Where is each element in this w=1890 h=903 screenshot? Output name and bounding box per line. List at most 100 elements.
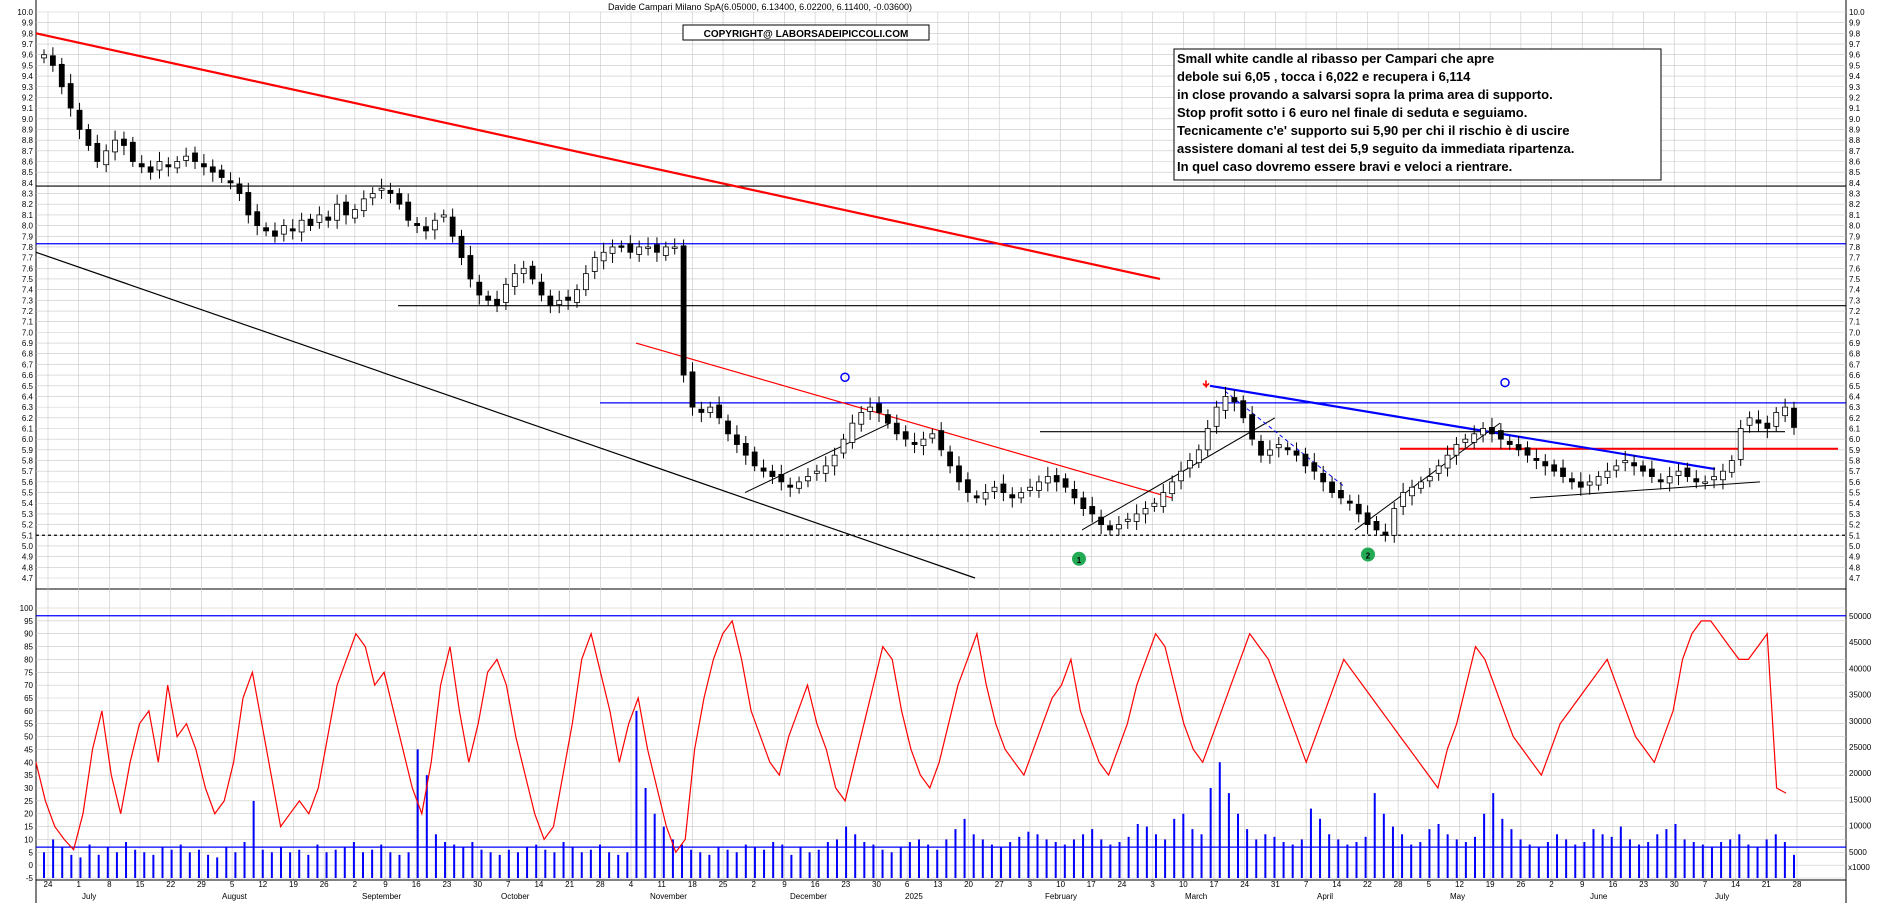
y-tick-label-left: 7.2 <box>22 307 34 316</box>
x-tick-label: 1 <box>76 880 81 889</box>
candle-body <box>49 55 56 66</box>
candle-body <box>876 403 882 413</box>
y-tick-label-left: 6.1 <box>22 424 34 433</box>
candle-body <box>360 198 367 212</box>
candle-body <box>458 235 465 259</box>
candle-body <box>1151 502 1158 507</box>
candle-body <box>813 470 820 474</box>
y-tick-label-left: 5.0 <box>22 542 34 551</box>
x-tick-label: 30 <box>872 880 881 889</box>
y-tick-label-left: 7.6 <box>22 264 34 273</box>
candle-body <box>1702 481 1709 484</box>
candle-body <box>165 164 172 168</box>
y-tick-label-right: 9.5 <box>1849 61 1861 70</box>
candle-body <box>565 296 572 301</box>
candle-body <box>1551 464 1558 472</box>
x-tick-label: 7 <box>506 880 511 889</box>
y-tick-label-left: 6.7 <box>22 360 34 369</box>
x-tick-label: 30 <box>473 880 482 889</box>
left-tick-label: 5 <box>29 848 34 857</box>
y-tick-label-left: 8.9 <box>22 125 34 134</box>
y-tick-label-right: 5.6 <box>1849 478 1861 487</box>
y-tick-label-right: 6.9 <box>1849 339 1861 348</box>
candle-body <box>1657 479 1664 483</box>
candle-body <box>920 438 927 446</box>
y-tick-label-left: 8.2 <box>22 200 34 209</box>
y-tick-label-left: 8.8 <box>22 136 34 145</box>
candle-body <box>689 371 696 408</box>
y-tick-label-left: 5.3 <box>22 510 34 519</box>
x-tick-label: 6 <box>905 880 910 889</box>
x-month-label: May <box>1450 892 1465 901</box>
candle-body <box>1107 525 1113 531</box>
y-tick-label-left: 8.4 <box>22 179 34 188</box>
candle-body <box>911 441 918 445</box>
candle-body <box>556 299 563 306</box>
candle-body <box>1204 428 1211 451</box>
y-tick-label-left: 5.2 <box>22 521 34 530</box>
candle-body <box>858 412 865 425</box>
candle-body <box>343 201 349 216</box>
candle-body <box>769 470 776 477</box>
y-tick-label-left: 6.5 <box>22 382 34 391</box>
candle-body <box>964 479 971 493</box>
y-tick-label-right: 7.6 <box>1849 264 1861 273</box>
y-tick-label-right: 5.1 <box>1849 531 1861 540</box>
y-tick-label-right: 7.8 <box>1849 243 1861 252</box>
candle-body <box>1160 492 1167 507</box>
candle-body <box>1569 478 1575 483</box>
candle-body <box>1782 406 1789 417</box>
candle-body <box>1418 481 1424 489</box>
candle-body <box>956 465 962 483</box>
candle-body <box>805 476 811 482</box>
candle-body <box>849 422 856 443</box>
annotation-line: In quel caso dovremo essere bravi e velo… <box>1177 159 1512 174</box>
candle-body <box>209 166 216 173</box>
candle-body <box>1071 488 1078 499</box>
y-tick-label-right: 7.4 <box>1849 286 1861 295</box>
y-tick-label-left: 4.8 <box>22 563 34 572</box>
copyright-box: COPYRIGHT@ LABORSADEIPICCOLI.COM <box>682 24 930 41</box>
candle-body <box>1018 492 1025 499</box>
candle-body <box>1089 506 1096 515</box>
y-tick-label-left: 9.8 <box>22 29 34 38</box>
x-tick-label: 2 <box>353 880 358 889</box>
candle-body <box>1497 430 1504 440</box>
left-tick-label: 95 <box>24 617 33 626</box>
red-arrow-icon <box>1202 380 1210 389</box>
candle-body <box>1666 476 1673 484</box>
candle-body <box>1746 417 1753 426</box>
candle-body <box>405 201 412 221</box>
candle-body <box>387 189 394 194</box>
x-tick-label: 26 <box>1516 880 1525 889</box>
candle-body <box>671 246 678 249</box>
candle-body <box>1728 460 1735 473</box>
candle-body <box>41 54 47 59</box>
left-tick-label: 40 <box>24 758 33 767</box>
x-axis: 24 1 8 15 22 29 5 12 19 26 2 9 16 23 30 7 14 21 28 4 11 18 25 2… <box>36 879 1846 901</box>
candle-body <box>796 481 802 489</box>
candle-body <box>1195 449 1202 464</box>
candle-body <box>1115 524 1122 530</box>
candle-body <box>1187 460 1193 469</box>
candle-body <box>1506 440 1513 445</box>
candle-body <box>67 83 74 109</box>
x-tick-label: 7 <box>1304 880 1309 889</box>
candle-body <box>1648 468 1655 477</box>
candle-body <box>1515 444 1522 451</box>
y-tick-label-right: 5.2 <box>1849 521 1861 530</box>
y-tick-label-right: 9.2 <box>1849 93 1861 102</box>
candle-body <box>263 227 269 232</box>
y-tick-label-right: 6.7 <box>1849 360 1861 369</box>
x-tick-label: 14 <box>534 880 543 889</box>
x-tick-label: 16 <box>1608 880 1617 889</box>
candle-body <box>174 161 181 169</box>
candle-body <box>245 192 252 216</box>
y-tick-label-right: 5.3 <box>1849 510 1861 519</box>
candle-body <box>707 406 714 413</box>
x-tick-label: 29 <box>197 880 206 889</box>
x-month-label: July <box>1715 892 1729 901</box>
y-tick-label-right: 5.0 <box>1849 542 1861 551</box>
x-month-label: October <box>501 892 530 901</box>
candle-body <box>1098 516 1105 526</box>
